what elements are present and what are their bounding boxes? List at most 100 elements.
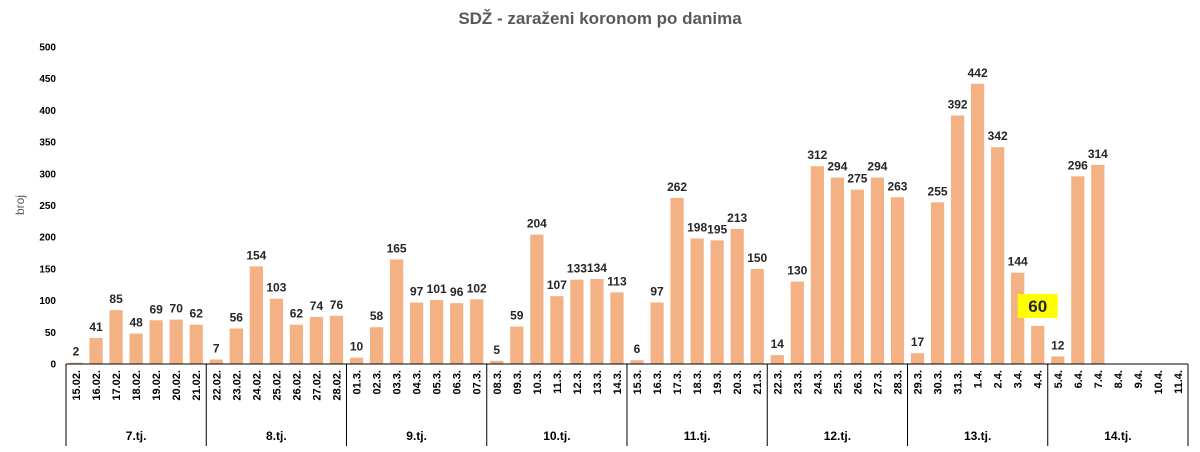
data-label: 213 — [727, 211, 747, 225]
data-label: 17 — [911, 335, 925, 349]
bar — [389, 259, 404, 364]
x-tick-label: 5.4. — [1053, 370, 1065, 388]
x-tick-label: 20.02. — [171, 370, 183, 401]
data-label: 255 — [928, 184, 948, 198]
y-tick-label: 0 — [50, 360, 56, 371]
y-tick-label: 200 — [39, 233, 56, 244]
data-label: 58 — [370, 309, 384, 323]
chart-title: SDŽ - zaraženi koronom po danima — [458, 9, 742, 28]
data-label: 130 — [787, 264, 807, 278]
bar — [249, 266, 263, 364]
bar — [269, 298, 283, 364]
bar — [991, 147, 1005, 364]
bar — [1031, 325, 1045, 364]
bar — [910, 353, 925, 364]
week-label: 12.tj. — [824, 429, 851, 443]
data-label: 62 — [190, 307, 204, 321]
bar — [750, 268, 764, 364]
week-label: 8.tj. — [266, 429, 287, 443]
data-label: 12 — [1051, 338, 1065, 352]
data-label: 59 — [510, 309, 524, 323]
x-tick-label: 15.02. — [71, 370, 83, 401]
bar — [790, 281, 804, 364]
bar — [450, 303, 464, 364]
bar — [870, 177, 885, 364]
x-tick-label: 30.3. — [933, 370, 945, 394]
bar — [530, 234, 544, 364]
x-tick-label: 9.4. — [1133, 370, 1145, 388]
y-tick-label: 300 — [39, 169, 56, 180]
bar — [490, 360, 504, 364]
x-tick-label: 31.3. — [953, 370, 965, 394]
x-tick-label: 11.4. — [1173, 370, 1185, 394]
data-label: 442 — [968, 66, 988, 80]
x-tick-label: 23.3. — [792, 370, 804, 394]
x-tick-label: 16.3. — [652, 370, 664, 394]
x-axis: 15.02. 16.02. 17.02. 18.02. 19.02. 20.02. 21.0… — [65, 363, 1189, 446]
x-tick-label: 7.4. — [1093, 370, 1105, 388]
data-label: 263 — [887, 179, 907, 193]
x-tick-label: 02.3. — [372, 370, 384, 394]
data-label: 85 — [109, 292, 123, 306]
data-label: 342 — [988, 129, 1008, 143]
x-tick-label: 20.3. — [732, 370, 744, 394]
bar — [670, 197, 684, 364]
week-label: 13.tj. — [964, 429, 991, 443]
data-label: 102 — [467, 281, 487, 295]
data-label: 10 — [350, 340, 364, 354]
y-tick-label: 250 — [39, 201, 56, 212]
week-label: 14.tj. — [1104, 429, 1131, 443]
bar — [570, 279, 584, 364]
data-label: 133 — [567, 262, 587, 276]
bar — [189, 324, 203, 364]
data-label: 6 — [634, 342, 641, 356]
bar — [770, 355, 784, 364]
data-label: 154 — [246, 248, 266, 262]
data-label: 262 — [667, 180, 687, 194]
x-tick-label: 3.4. — [1013, 370, 1025, 388]
data-label: 96 — [450, 285, 464, 299]
bar — [89, 338, 103, 364]
data-label: 392 — [948, 97, 968, 111]
x-tick-label: 26.02. — [291, 370, 303, 401]
data-label: 70 — [170, 302, 184, 316]
bar — [1091, 164, 1105, 364]
x-tick-label: 28.02. — [331, 370, 343, 401]
week-label: 10.tj. — [543, 429, 570, 443]
data-label: 144 — [1008, 255, 1028, 269]
y-tick-label: 450 — [39, 74, 56, 85]
bar — [1071, 176, 1085, 364]
bar — [890, 197, 905, 364]
bar — [109, 310, 123, 364]
data-label: 97 — [410, 285, 424, 299]
data-label: 134 — [587, 261, 607, 275]
x-tick-label: 27.3. — [872, 370, 884, 394]
bar — [209, 359, 223, 364]
y-tick-label: 50 — [45, 328, 57, 339]
x-tick-label: 16.02. — [91, 370, 103, 401]
week-label: 11.tj. — [684, 429, 711, 443]
x-tick-label: 03.3. — [392, 370, 404, 394]
bar — [309, 317, 324, 364]
bar — [129, 333, 143, 364]
bar — [329, 315, 344, 364]
data-label: 107 — [547, 278, 567, 292]
x-tick-label: 25.02. — [271, 370, 283, 401]
highlight-box — [1017, 293, 1058, 318]
data-label: 101 — [427, 282, 447, 296]
x-tick-label: 22.3. — [772, 370, 784, 394]
x-tick-label: 23.02. — [231, 370, 243, 401]
x-tick-label: 19.3. — [712, 370, 724, 394]
bar — [650, 302, 664, 364]
x-tick-label: 19.02. — [151, 370, 163, 401]
x-tick-label: 13.3. — [592, 370, 604, 394]
data-label: 294 — [867, 160, 887, 174]
x-tick-label: 14.3. — [612, 370, 624, 394]
x-tick-label: 2.4. — [993, 370, 1005, 388]
x-tick-label: 01.3. — [352, 370, 364, 394]
x-tick-label: 21.3. — [752, 370, 764, 394]
data-label: 113 — [607, 274, 627, 288]
x-tick-label: 26.3. — [852, 370, 864, 394]
